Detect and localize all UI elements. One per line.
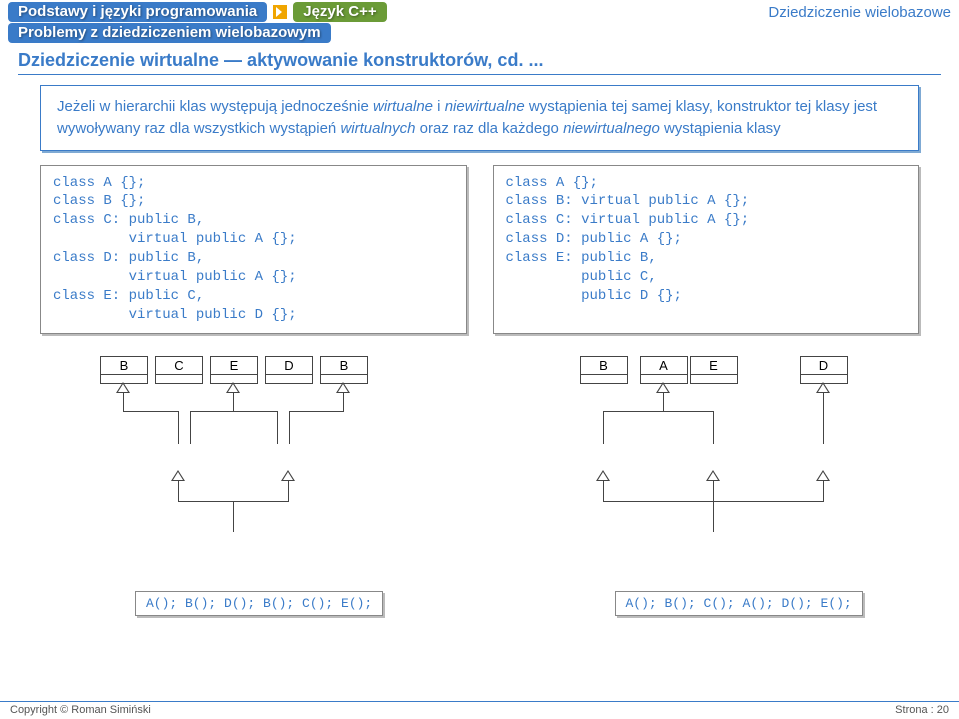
footer-right: Strona : 20 bbox=[895, 704, 949, 716]
subtitle-pill: Problemy z dziedziczeniem wielobazowym bbox=[8, 23, 331, 43]
course-pill: Podstawy i języki programowania bbox=[8, 2, 267, 22]
inherit-arrow-icon bbox=[816, 470, 830, 481]
call-sequence-right: A(); B(); C(); A(); D(); E(); bbox=[615, 591, 863, 616]
topic-right: Dziedziczenie wielobazowe bbox=[768, 2, 951, 21]
uml-line bbox=[123, 393, 124, 411]
code-left: class A {}; class B {}; class C: public … bbox=[40, 165, 467, 334]
footer-left: Copyright © Roman Simiński bbox=[10, 704, 151, 716]
inherit-arrow-icon bbox=[706, 470, 720, 481]
uml-node: D bbox=[265, 356, 313, 384]
uml-line bbox=[289, 411, 290, 444]
uml-node: B bbox=[320, 356, 368, 384]
uml-line bbox=[713, 501, 714, 532]
uml-node: C bbox=[155, 356, 203, 384]
uml-node: D bbox=[800, 356, 848, 384]
subheader: Problemy z dziedziczeniem wielobazowym bbox=[8, 24, 951, 42]
inherit-arrow-icon bbox=[656, 382, 670, 393]
inherit-arrow-icon bbox=[116, 382, 130, 393]
uml-line bbox=[603, 411, 714, 412]
call-sequence-left: A(); B(); D(); B(); C(); E(); bbox=[135, 591, 383, 616]
uml-line bbox=[603, 411, 604, 444]
uml-line bbox=[190, 411, 191, 444]
uml-line bbox=[823, 481, 824, 501]
diagram-right: A A B C D E A(); B(); C(); A(); D(); E()… bbox=[510, 356, 920, 626]
inherit-arrow-icon bbox=[171, 470, 185, 481]
diagram-row: B A B C D E A(); B(); D(); B(); C bbox=[40, 356, 919, 626]
uml-line bbox=[233, 393, 234, 411]
inherit-arrow-icon bbox=[596, 470, 610, 481]
footer: Copyright © Roman Simiński Strona : 20 bbox=[0, 701, 959, 719]
code-row: class A {}; class B {}; class C: public … bbox=[40, 165, 919, 334]
uml-line bbox=[288, 481, 289, 501]
uml-line bbox=[233, 501, 234, 532]
uml-line bbox=[713, 481, 714, 501]
inherit-arrow-icon bbox=[281, 470, 295, 481]
uml-line bbox=[823, 393, 824, 444]
uml-node: A bbox=[640, 356, 688, 384]
header-left: Podstawy i języki programowania Język C+… bbox=[8, 2, 387, 22]
uml-line bbox=[123, 411, 178, 412]
inherit-arrow-icon bbox=[226, 382, 240, 393]
uml-line bbox=[343, 393, 344, 411]
uml-line bbox=[178, 411, 179, 444]
inherit-arrow-icon bbox=[336, 382, 350, 393]
uml-node: B bbox=[580, 356, 628, 384]
uml-line bbox=[289, 411, 344, 412]
info-text: Jeżeli w hierarchii klas występują jedno… bbox=[57, 98, 877, 137]
uml-line bbox=[178, 481, 179, 501]
uml-line bbox=[663, 393, 664, 411]
diagram-left: B A B C D E A(); B(); D(); B(); C bbox=[40, 356, 450, 626]
code-right: class A {}; class B: virtual public A {}… bbox=[493, 165, 920, 334]
section-title: Dziedziczenie wirtualne — aktywowanie ko… bbox=[18, 50, 941, 75]
inherit-arrow-icon bbox=[816, 382, 830, 393]
uml-node: E bbox=[690, 356, 738, 384]
uml-node: B bbox=[100, 356, 148, 384]
arrow-icon bbox=[273, 5, 287, 19]
uml-line bbox=[713, 411, 714, 444]
uml-line bbox=[277, 411, 278, 444]
uml-node: E bbox=[210, 356, 258, 384]
info-box: Jeżeli w hierarchii klas występują jedno… bbox=[40, 85, 919, 151]
uml-line bbox=[190, 411, 278, 412]
lang-pill: Język C++ bbox=[293, 2, 386, 22]
page-header: Podstawy i języki programowania Język C+… bbox=[0, 0, 959, 22]
uml-line bbox=[603, 481, 604, 501]
